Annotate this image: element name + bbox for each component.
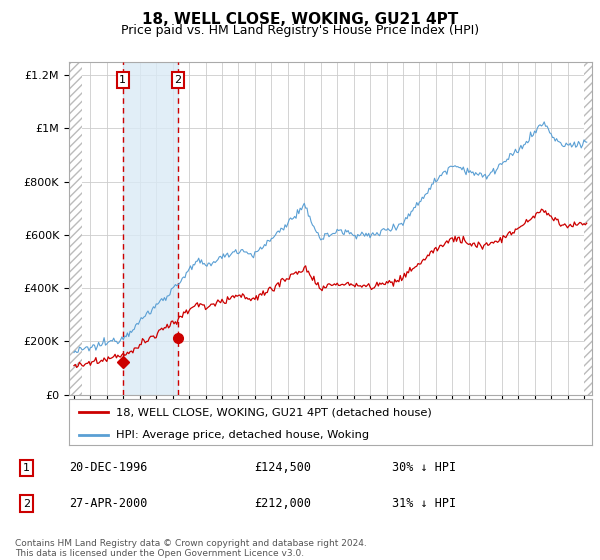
Text: 2: 2	[23, 498, 30, 508]
Text: £124,500: £124,500	[254, 461, 311, 474]
Text: 20-DEC-1996: 20-DEC-1996	[70, 461, 148, 474]
Bar	[123, 62, 178, 395]
Text: 2: 2	[175, 75, 181, 85]
Text: 18, WELL CLOSE, WOKING, GU21 4PT (detached house): 18, WELL CLOSE, WOKING, GU21 4PT (detach…	[116, 407, 432, 417]
Text: £212,000: £212,000	[254, 497, 311, 510]
Text: 27-APR-2000: 27-APR-2000	[70, 497, 148, 510]
Bar	[584, 48, 592, 395]
Text: 18, WELL CLOSE, WOKING, GU21 4PT: 18, WELL CLOSE, WOKING, GU21 4PT	[142, 12, 458, 27]
Text: 1: 1	[23, 463, 30, 473]
Text: 1: 1	[119, 75, 127, 85]
Text: 31% ↓ HPI: 31% ↓ HPI	[392, 497, 456, 510]
Text: HPI: Average price, detached house, Woking: HPI: Average price, detached house, Woki…	[116, 430, 369, 440]
Text: 30% ↓ HPI: 30% ↓ HPI	[392, 461, 456, 474]
Text: Contains HM Land Registry data © Crown copyright and database right 2024.
This d: Contains HM Land Registry data © Crown c…	[15, 539, 367, 558]
Bar	[69, 48, 82, 395]
Text: Price paid vs. HM Land Registry's House Price Index (HPI): Price paid vs. HM Land Registry's House …	[121, 24, 479, 37]
